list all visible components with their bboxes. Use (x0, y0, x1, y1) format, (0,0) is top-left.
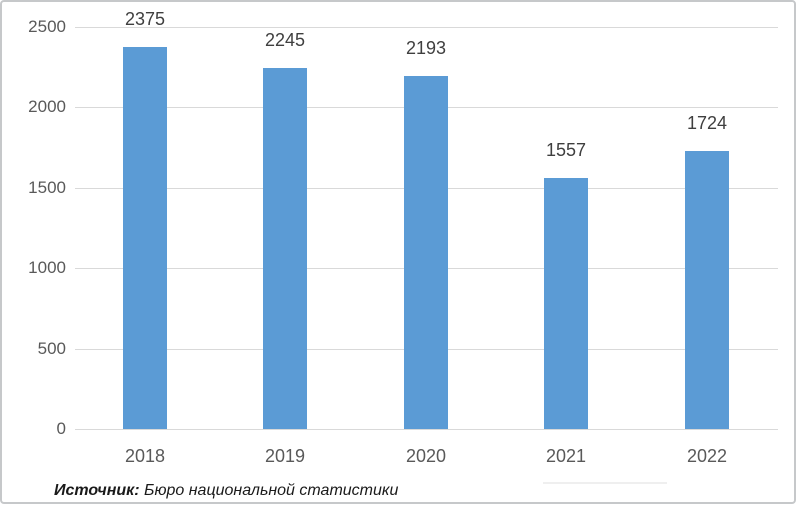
x-axis-tick-label: 2020 (405, 446, 447, 466)
bar (263, 68, 307, 429)
y-axis-tick-label: 0 (56, 419, 66, 438)
source-note: Источник: Бюро национальной статистики (54, 482, 398, 500)
bar-value-label: 1557 (545, 140, 587, 160)
bar-value-label: 2193 (405, 38, 447, 58)
x-axis-tick-label: 2019 (264, 446, 306, 466)
bar (404, 76, 448, 429)
y-axis-tick-label: 1000 (28, 258, 66, 277)
gridline (75, 429, 778, 430)
source-label: Источник: (54, 482, 140, 499)
x-axis-tick-label: 2018 (124, 446, 166, 466)
source-text: Бюро национальной статистики (139, 482, 399, 499)
bar-value-label: 2245 (264, 30, 306, 50)
x-axis-tick-label: 2021 (545, 446, 587, 466)
bar-value-label: 1724 (686, 113, 728, 133)
x-axis-tick-label: 2022 (686, 446, 728, 466)
bar (544, 178, 588, 429)
bar (685, 151, 729, 429)
y-axis-tick-label: 1500 (28, 178, 66, 197)
bar-value-label: 2375 (124, 9, 166, 29)
gridline (75, 27, 778, 28)
divider-line (543, 482, 667, 484)
y-axis-tick-label: 500 (37, 339, 66, 358)
bar (123, 47, 167, 429)
y-axis-tick-label: 2000 (28, 97, 66, 116)
y-axis-tick-label: 2500 (28, 17, 66, 36)
